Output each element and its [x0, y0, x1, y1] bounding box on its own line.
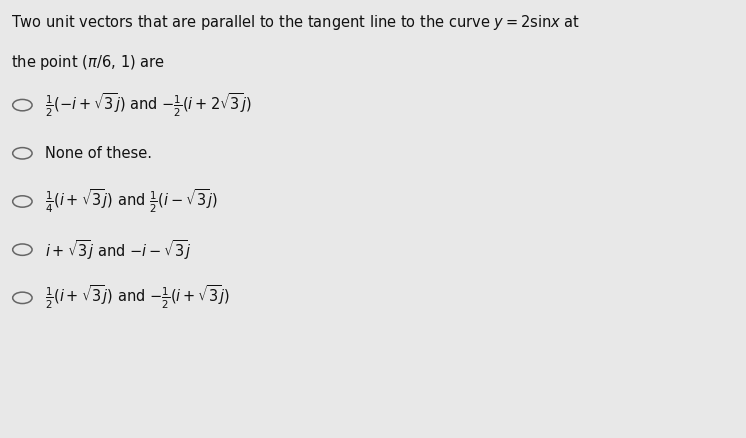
Text: $\frac{1}{2}(i+\sqrt{3}j)$ and $-\frac{1}{2}(i+\sqrt{3}j)$: $\frac{1}{2}(i+\sqrt{3}j)$ and $-\frac{1… [45, 284, 230, 311]
Text: None of these.: None of these. [45, 146, 151, 161]
Text: $\frac{1}{2}(-i+\sqrt{3}j)$ and $-\frac{1}{2}(i+2\sqrt{3}j)$: $\frac{1}{2}(-i+\sqrt{3}j)$ and $-\frac{… [45, 92, 251, 119]
Text: $\frac{1}{4}(i+\sqrt{3}j)$ and $\frac{1}{2}(i-\sqrt{3}j)$: $\frac{1}{4}(i+\sqrt{3}j)$ and $\frac{1}… [45, 188, 218, 215]
Text: $i+\sqrt{3}j$ and $-i-\sqrt{3}j$: $i+\sqrt{3}j$ and $-i-\sqrt{3}j$ [45, 238, 192, 261]
Text: the point $(\pi/6,\,1)$ are: the point $(\pi/6,\,1)$ are [11, 53, 166, 71]
Text: Two unit vectors that are parallel to the tangent line to the curve $y=2\mathrm{: Two unit vectors that are parallel to th… [11, 13, 580, 32]
